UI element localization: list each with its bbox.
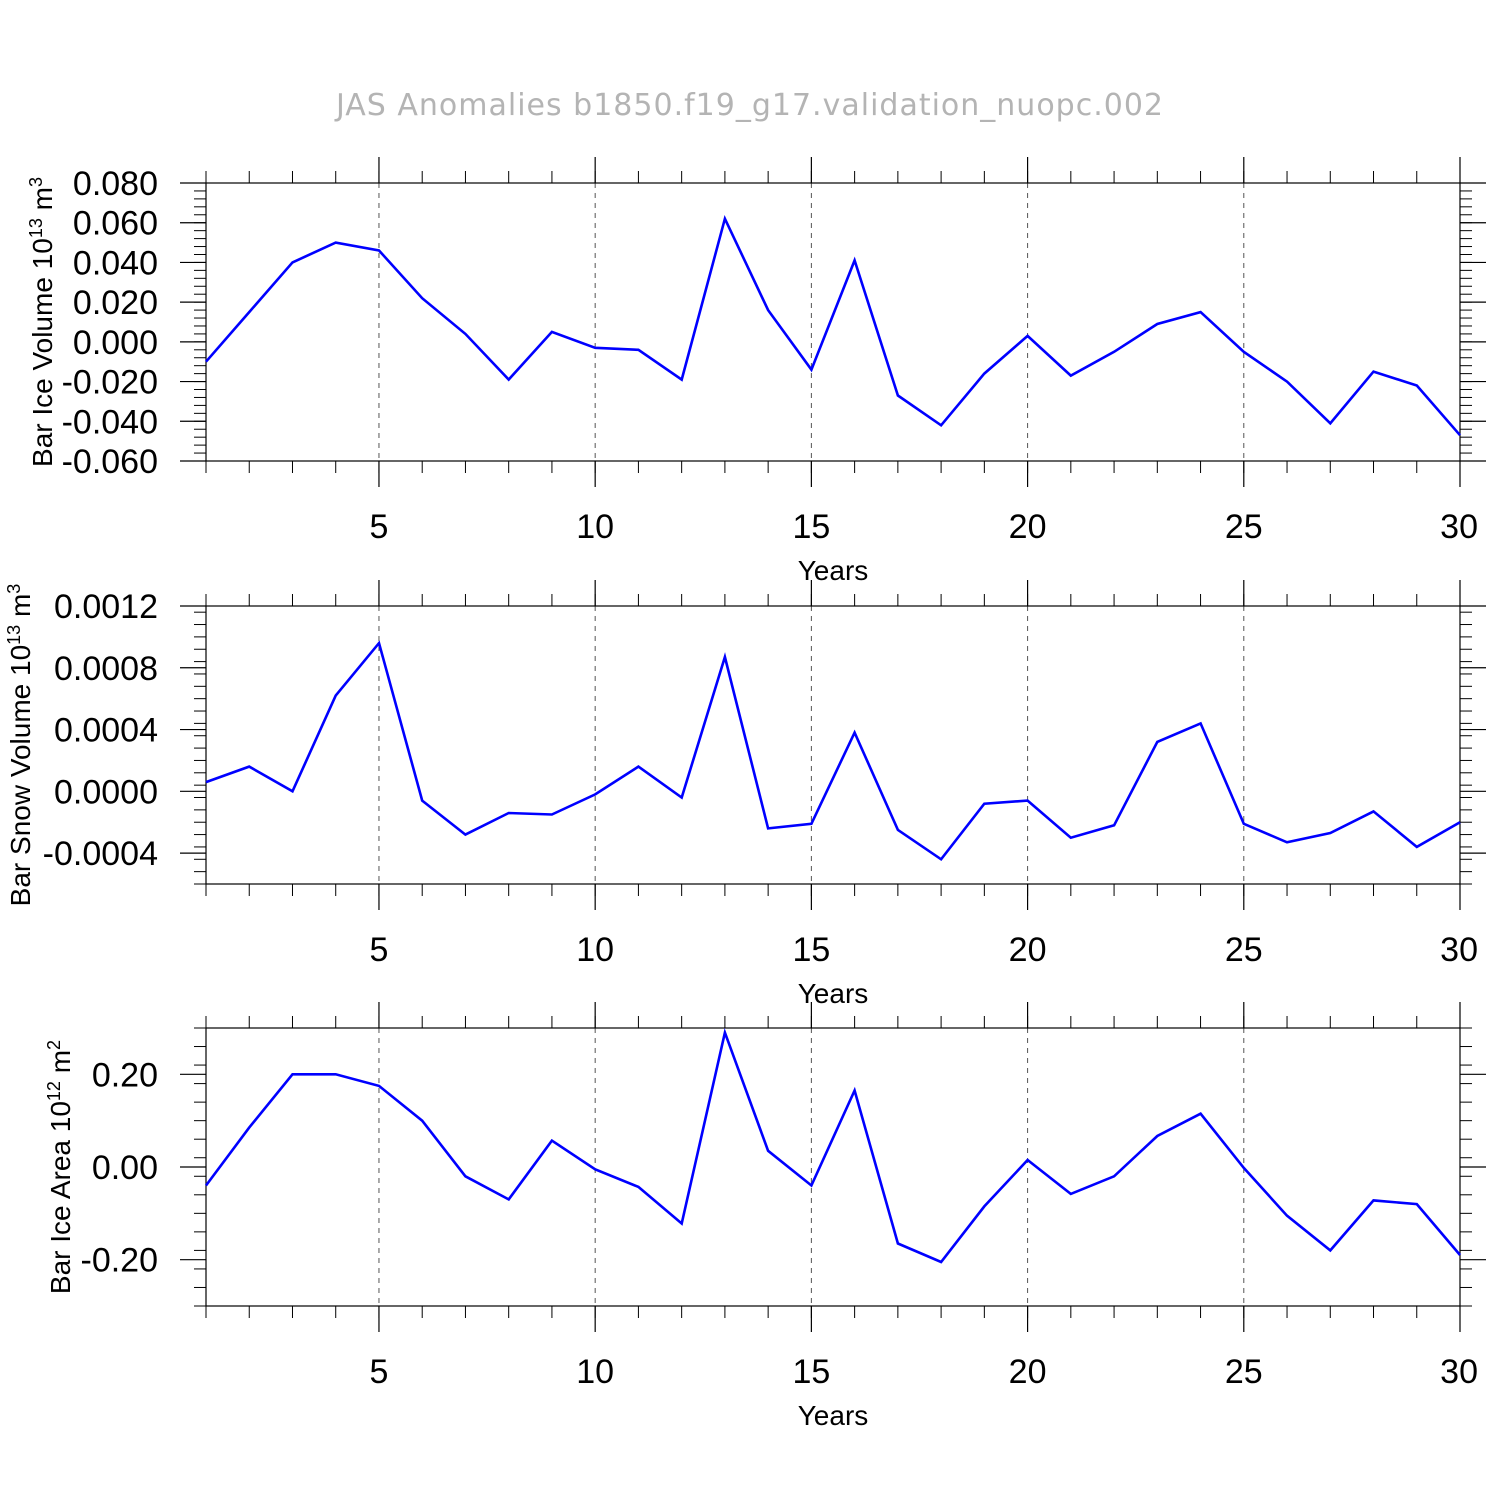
x-tick-label: 5: [370, 931, 389, 969]
y-tick-label: -0.040: [62, 403, 158, 441]
x-tick-label: 15: [792, 931, 830, 969]
y-tick-label: 0.020: [73, 284, 158, 322]
y-tick-label: 0.060: [73, 205, 158, 243]
y-axis-label: Bar Snow Volume 1013 m3: [4, 584, 36, 907]
x-tick-label: 30: [1440, 508, 1478, 546]
figure-title: JAS Anomalies b1850.f19_g17.validation_n…: [335, 88, 1165, 123]
x-tick-label: 30: [1440, 1353, 1478, 1391]
plot-frame: [205, 1027, 1461, 1307]
y-tick-label: 0.0008: [54, 650, 158, 688]
y-tick-label: 0.0004: [54, 712, 158, 750]
x-tick-label: 5: [370, 1353, 389, 1391]
y-tick-label: -0.020: [62, 364, 158, 402]
x-tick-label: 5: [370, 508, 389, 546]
x-tick-label: 20: [1009, 1353, 1047, 1391]
y-tick-label: 0.0012: [54, 588, 158, 626]
x-tick-label: 10: [576, 931, 614, 969]
x-tick-label: 25: [1225, 931, 1263, 969]
x-axis-label: Years: [798, 555, 869, 586]
y-axis-label: Bar Ice Area 1012 m2: [44, 1040, 76, 1294]
x-tick-label: 15: [792, 508, 830, 546]
plot-frame: [205, 605, 1461, 885]
x-tick-label: 20: [1009, 508, 1047, 546]
y-tick-label: 0.00: [92, 1149, 158, 1187]
x-tick-label: 15: [792, 1353, 830, 1391]
y-tick-label: 0.040: [73, 244, 158, 282]
y-tick-label: 0.20: [92, 1056, 158, 1094]
x-tick-label: 25: [1225, 508, 1263, 546]
y-tick-label: -0.20: [81, 1242, 159, 1280]
x-tick-label: 25: [1225, 1353, 1263, 1391]
chart-panel-1: 5 10 15 20 25 30-0.060-0.040-0.0200.0000.0200…: [26, 157, 1486, 586]
y-tick-label: 0.080: [73, 165, 158, 203]
y-tick-label: 0.0000: [54, 773, 158, 811]
y-tick-label: 0.000: [73, 324, 158, 362]
y-axis-label: Bar Ice Volume 1013 m3: [26, 177, 58, 467]
plot-frame: [205, 182, 1461, 462]
chart-panel-3: 5 10 15 20 25 30 -0.20 0.00 0.20 Years Bar Ice Are…: [44, 1002, 1486, 1431]
x-axis-label: Years: [798, 978, 869, 1009]
x-axis-label: Years: [798, 1400, 869, 1431]
series-line: [205, 214, 1461, 437]
x-tick-label: 20: [1009, 931, 1047, 969]
y-tick-label: -0.0004: [43, 835, 158, 873]
series-line: [205, 640, 1461, 862]
series-line: [204, 1028, 1461, 1264]
x-tick-label: 10: [576, 508, 614, 546]
chart-panel-2: 5 10 15 20 25 30 -0.0004 0.0000 0.0004 0.0008 0.00…: [4, 580, 1486, 1009]
y-tick-label: -0.060: [62, 443, 158, 481]
x-tick-label: 30: [1440, 931, 1478, 969]
x-tick-label: 10: [576, 1353, 614, 1391]
